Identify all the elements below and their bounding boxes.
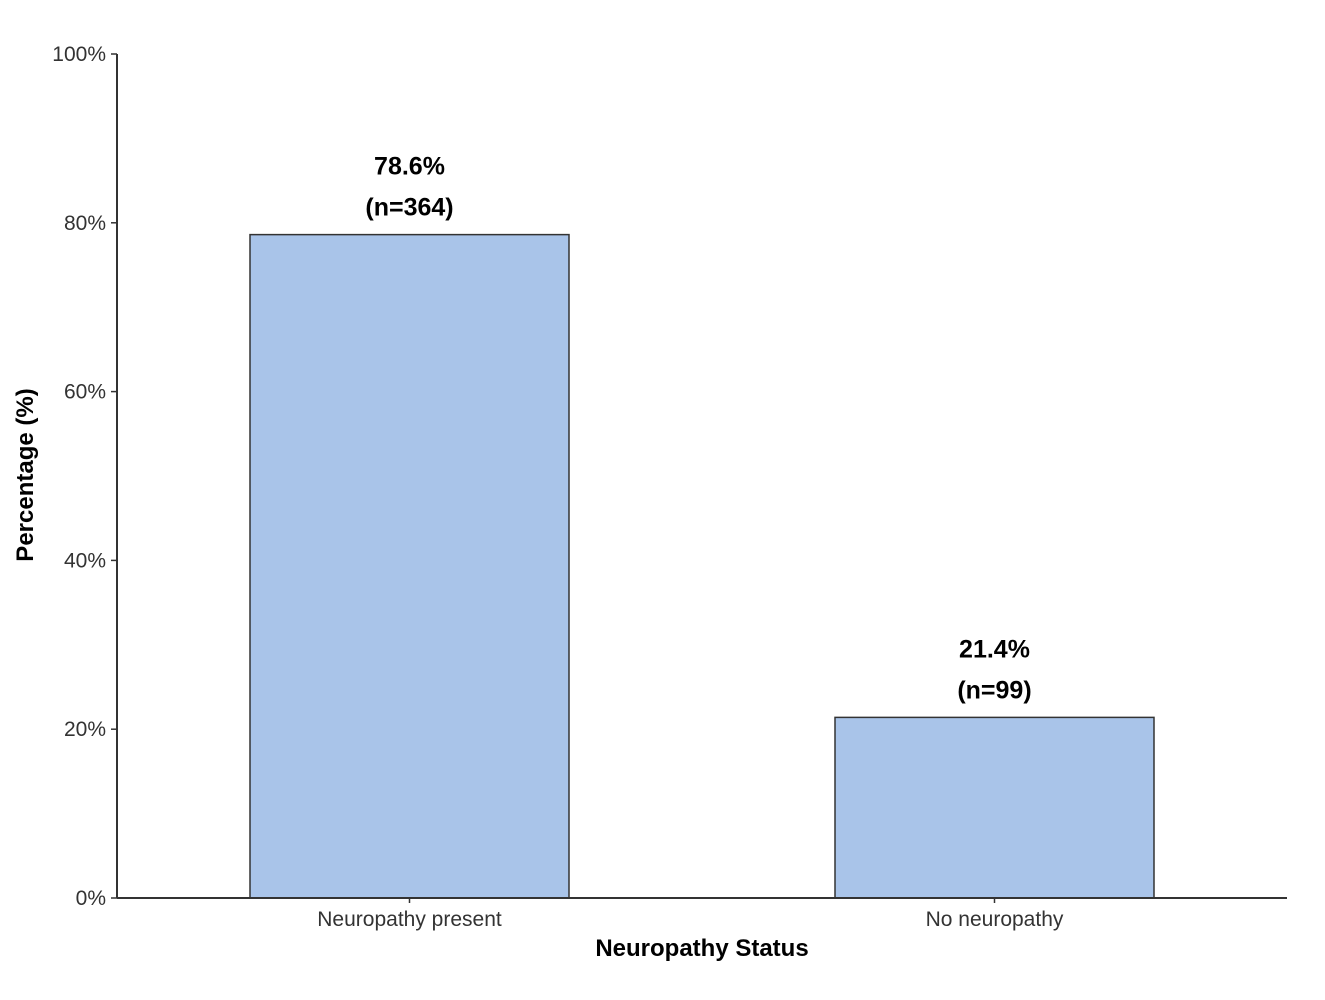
y-tick-label: 0% (76, 887, 106, 910)
data-labels-group: 78.6% (n=364) 21.4% (n=99) (365, 153, 1031, 705)
y-tick-label: 40% (64, 549, 106, 572)
y-tick-label: 100% (52, 43, 106, 66)
y-tick-label: 80% (64, 212, 106, 235)
y-axis: 0% 20% 40% 60% 80% 100% (52, 43, 118, 910)
bar-value-label: 78.6% (374, 153, 445, 181)
x-axis: Neuropathy present No neuropathy (117, 897, 1287, 931)
bar-1 (249, 233, 570, 899)
y-tick-label: 20% (64, 718, 106, 741)
x-tick-label: No neuropathy (926, 908, 1064, 931)
x-tick-label: Neuropathy present (317, 908, 502, 931)
y-tick-label: 60% (64, 381, 106, 404)
x-axis-title: Neuropathy Status (595, 935, 808, 962)
bars-group (249, 233, 1155, 899)
bar-count-label: (n=364) (365, 194, 453, 222)
bar-value-label: 21.4% (959, 635, 1030, 663)
bar-count-label: (n=99) (957, 676, 1031, 704)
bar-2 (834, 716, 1155, 899)
y-axis-title: Percentage (%) (12, 388, 39, 561)
